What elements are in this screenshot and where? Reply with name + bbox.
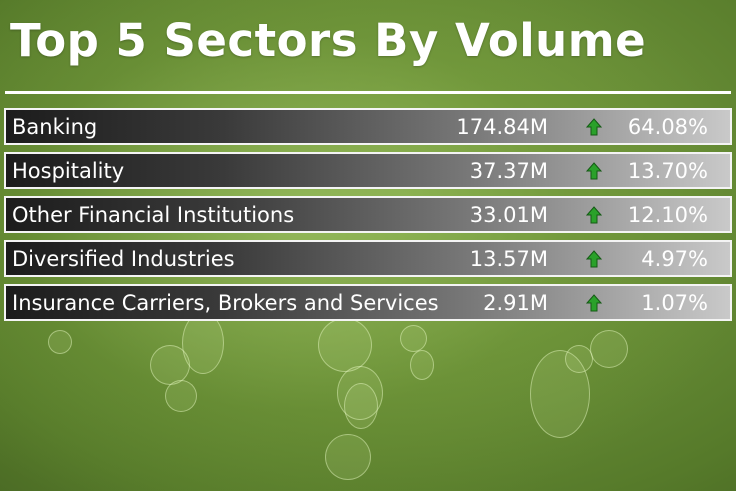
- sector-list: Banking 174.84M 64.08% Hospitality 37.37…: [4, 108, 732, 328]
- list-item[interactable]: Diversified Industries 13.57M 4.97%: [4, 240, 732, 277]
- up-arrow-icon: [586, 294, 602, 312]
- sector-volume: 37.37M: [469, 159, 548, 183]
- tile-title: Top 5 Sectors By Volume: [10, 14, 647, 67]
- sector-name: Diversified Industries: [12, 247, 235, 271]
- sector-volume: 33.01M: [469, 203, 548, 227]
- bokeh-circle: [165, 380, 197, 412]
- up-arrow-icon: [586, 250, 602, 268]
- bokeh-circle: [565, 345, 593, 373]
- sector-name: Insurance Carriers, Brokers and Services: [12, 291, 439, 315]
- sector-name: Hospitality: [12, 159, 125, 183]
- bokeh-circle: [590, 330, 628, 368]
- list-item[interactable]: Banking 174.84M 64.08%: [4, 108, 732, 145]
- bokeh-circle: [410, 350, 434, 380]
- bokeh-circle: [48, 330, 72, 354]
- up-arrow-icon: [586, 206, 602, 224]
- bokeh-circle: [318, 318, 372, 372]
- bokeh-circle: [150, 345, 190, 385]
- up-arrow-icon: [586, 162, 602, 180]
- list-item[interactable]: Hospitality 37.37M 13.70%: [4, 152, 732, 189]
- list-item[interactable]: Insurance Carriers, Brokers and Services…: [4, 284, 732, 321]
- bokeh-circle: [325, 434, 371, 480]
- title-divider: [5, 91, 731, 94]
- sector-percent: 64.08%: [627, 115, 708, 139]
- sector-name: Banking: [12, 115, 98, 139]
- sector-volume: 174.84M: [456, 115, 548, 139]
- sector-name: Other Financial Institutions: [12, 203, 295, 227]
- sector-percent: 12.10%: [627, 203, 708, 227]
- sector-percent: 13.70%: [627, 159, 708, 183]
- list-item[interactable]: Other Financial Institutions 33.01M 12.1…: [4, 196, 732, 233]
- sector-volume: 13.57M: [469, 247, 548, 271]
- sector-percent: 1.07%: [641, 291, 708, 315]
- sector-volume: 2.91M: [483, 291, 548, 315]
- bokeh-circle: [344, 383, 378, 429]
- sector-percent: 4.97%: [641, 247, 708, 271]
- up-arrow-icon: [586, 118, 602, 136]
- bokeh-circle: [400, 325, 427, 352]
